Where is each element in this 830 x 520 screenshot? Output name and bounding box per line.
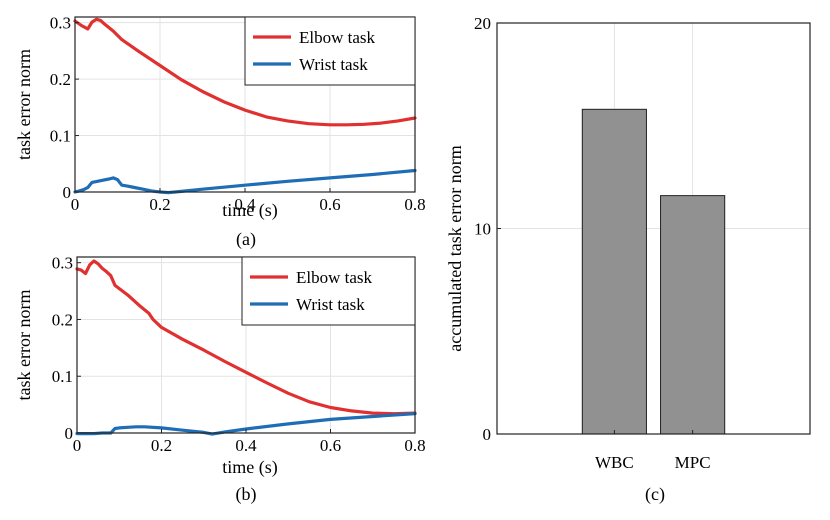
series-line-elbow-task (73, 17, 417, 127)
y-tick-label: 10 (474, 220, 491, 239)
x-tick-label: 0 (71, 195, 80, 214)
legend-entry: Wrist task (296, 295, 365, 314)
x-axis-label: time (s) (222, 200, 278, 221)
x-tick-label: 0.8 (404, 436, 425, 455)
y-tick-label: 0.1 (50, 127, 71, 146)
legend-entry: Wrist task (299, 55, 368, 74)
bar-wbc (581, 108, 647, 435)
panel-label: (c) (645, 484, 665, 505)
y-axis-label: task error norm (14, 49, 34, 160)
y-tick-label: 0 (65, 424, 74, 443)
legend-box (241, 256, 416, 326)
y-tick-label: 0.1 (52, 367, 73, 386)
y-tick-label: 0 (63, 183, 72, 202)
legend-entry: Elbow task (296, 268, 373, 287)
legend: Elbow task Wrist task (241, 256, 416, 326)
y-tick-label: 0.3 (50, 14, 71, 33)
legend-entry: Elbow task (299, 28, 376, 47)
x-axis-label: time (s) (222, 457, 278, 478)
x-tick-label: 0.6 (320, 436, 341, 455)
y-tick-label: 20 (474, 14, 491, 33)
x-tick-label: 0.2 (151, 436, 172, 455)
category-label: WBC (595, 453, 634, 472)
y-axis-label: task error norm (14, 290, 34, 401)
bar-mpc (660, 195, 726, 435)
x-tick-label: 0.6 (319, 195, 340, 214)
series-line-wrist-task (73, 168, 417, 195)
line-chart-a: 0 0.2 0.4 0.6 0.8 0 0.1 0.2 0.3 time (s) task erro… (14, 14, 426, 250)
y-tick-label: 0 (483, 425, 492, 444)
y-tick-label: 0.3 (52, 254, 73, 273)
legend: Elbow task Wrist task (244, 16, 416, 86)
panel-label: (a) (236, 229, 256, 250)
x-tick-label: 0 (73, 436, 82, 455)
legend-box (244, 16, 416, 86)
x-tick-label: 0.2 (149, 195, 170, 214)
panel-label: (b) (236, 484, 257, 505)
x-tick-label: 0.4 (235, 436, 257, 455)
line-chart-b: 0 0.2 0.4 0.6 0.8 0 0.1 0.2 0.3 time (s) task erro… (14, 254, 426, 505)
y-axis-label: accumulated task error norm (445, 145, 465, 351)
bar-chart-c: 0 10 20 WBC MPC accumulated task error norm (c… (445, 14, 811, 505)
series-line-elbow-task (75, 259, 417, 416)
category-label: MPC (675, 453, 711, 472)
y-tick-label: 0.2 (50, 70, 71, 89)
x-tick-label: 0.4 (234, 195, 256, 214)
x-tick-label: 0.8 (404, 195, 425, 214)
y-tick-label: 0.2 (52, 310, 73, 329)
